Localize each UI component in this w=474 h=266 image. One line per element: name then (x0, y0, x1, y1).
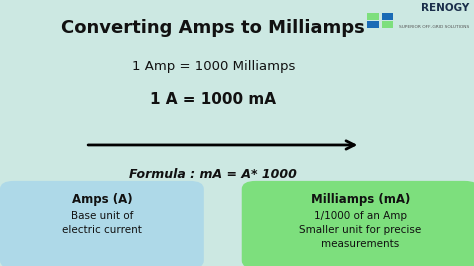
Text: 1 A = 1000 mA: 1 A = 1000 mA (150, 92, 276, 107)
FancyBboxPatch shape (0, 181, 204, 266)
Bar (367, 21, 379, 28)
Text: 1 Amp = 1000 Milliamps: 1 Amp = 1000 Milliamps (132, 60, 295, 73)
FancyBboxPatch shape (242, 181, 474, 266)
Text: Formula : mA = A* 1000: Formula : mA = A* 1000 (129, 168, 297, 181)
Text: Converting Amps to Milliamps: Converting Amps to Milliamps (62, 19, 365, 37)
Text: Amps (A): Amps (A) (72, 193, 132, 206)
Bar (367, 13, 379, 20)
Text: Base unit of
electric current: Base unit of electric current (62, 211, 142, 235)
Bar (382, 13, 393, 20)
Text: SUPERIOR OFF-GRID SOLUTIONS: SUPERIOR OFF-GRID SOLUTIONS (399, 25, 469, 29)
Text: Milliamps (mA): Milliamps (mA) (310, 193, 410, 206)
Bar (382, 21, 393, 28)
Text: 1/1000 of an Amp
Smaller unit for precise
measurements: 1/1000 of an Amp Smaller unit for precis… (299, 211, 421, 250)
Text: RENOGY: RENOGY (421, 3, 469, 13)
